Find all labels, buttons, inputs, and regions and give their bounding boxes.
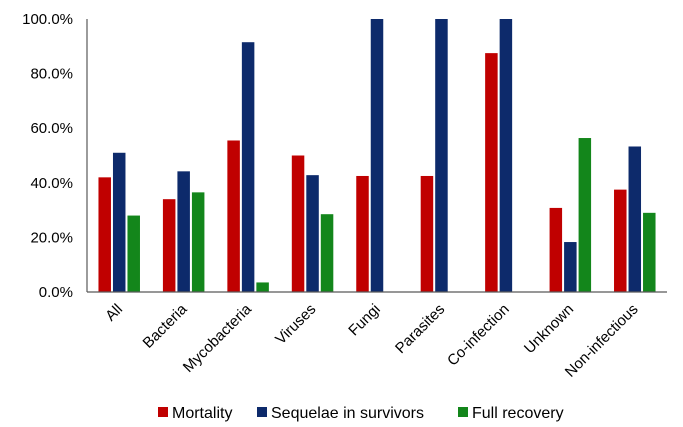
bar-sequelae-in-survivors-co-infection <box>499 19 513 292</box>
legend-label: Full recovery <box>472 405 564 422</box>
y-tick-label: 20.0% <box>30 229 73 246</box>
legend-swatch <box>158 407 168 417</box>
bar-mortality-parasites <box>420 175 434 292</box>
x-tick-label: Mycobacteria <box>180 300 256 376</box>
y-tick-label: 100.0% <box>22 11 73 28</box>
bar-sequelae-in-survivors-mycobacteria <box>241 42 255 292</box>
bar-sequelae-in-survivors-all <box>112 152 126 292</box>
bar-mortality-viruses <box>291 155 305 292</box>
axes <box>86 19 667 293</box>
bar-full-recovery-mycobacteria <box>256 282 269 292</box>
bars <box>98 19 656 292</box>
bar-sequelae-in-survivors-parasites <box>435 19 448 292</box>
x-tick-label: Parasites <box>392 301 448 357</box>
x-tick-label: Fungi <box>345 301 384 340</box>
y-tick-label: 60.0% <box>30 120 73 137</box>
bar-sequelae-in-survivors-fungi <box>370 19 384 292</box>
bar-sequelae-in-survivors-viruses <box>306 175 319 292</box>
bar-mortality-mycobacteria <box>227 140 240 292</box>
y-tick-label: 80.0% <box>30 66 73 83</box>
y-tick-label: 0.0% <box>39 284 73 301</box>
bar-full-recovery-all <box>127 215 140 292</box>
bar-full-recovery-viruses <box>320 214 334 292</box>
x-tick-label: Viruses <box>272 301 319 348</box>
legend-swatch <box>257 407 267 417</box>
legend-swatch <box>458 407 468 417</box>
legend-label: Sequelae in survivors <box>271 405 424 422</box>
y-tick-label: 40.0% <box>30 175 73 192</box>
bar-sequelae-in-survivors-non-infectious <box>628 146 642 292</box>
x-tick-label: Co-infection <box>444 301 513 370</box>
x-tick-label: Bacteria <box>140 300 191 351</box>
bar-full-recovery-non-infectious <box>643 212 656 292</box>
bar-mortality-co-infection <box>485 53 498 292</box>
x-tick-label: All <box>102 301 126 325</box>
bar-mortality-unknown <box>549 207 563 292</box>
bar-mortality-bacteria <box>162 199 176 292</box>
bar-mortality-non-infectious <box>614 189 627 292</box>
x-tick-label: Unknown <box>521 301 577 357</box>
bar-mortality-all <box>98 177 111 292</box>
bar-full-recovery-bacteria <box>191 192 205 292</box>
bar-sequelae-in-survivors-unknown <box>564 242 577 292</box>
bar-full-recovery-unknown <box>578 138 592 292</box>
legend: Mortality Sequelae in survivors Full recov… <box>158 405 564 422</box>
bar-mortality-fungi <box>356 175 369 292</box>
bar-sequelae-in-survivors-bacteria <box>177 171 190 292</box>
legend-label: Mortality <box>172 405 232 422</box>
y-axis-ticks: 0.0% 20.0% 40.0% 60.0% 80.0% 100.0% <box>22 11 73 301</box>
